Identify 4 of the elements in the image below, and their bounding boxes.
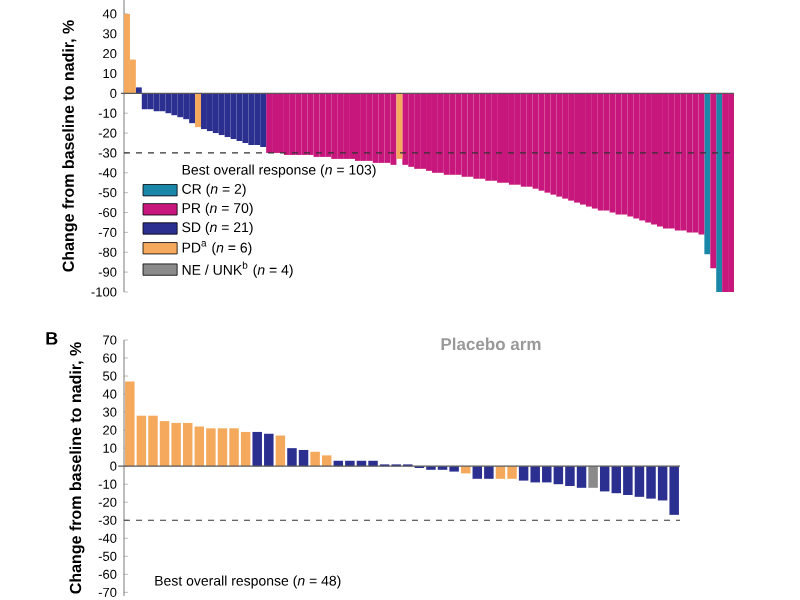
text: B <box>46 332 58 345</box>
y-axis-title: Change from baseline to nadir, % <box>69 342 85 594</box>
chart-title: Placebo arm <box>441 337 541 351</box>
y-axis-title: Change from baseline to nadir, % <box>62 20 78 272</box>
